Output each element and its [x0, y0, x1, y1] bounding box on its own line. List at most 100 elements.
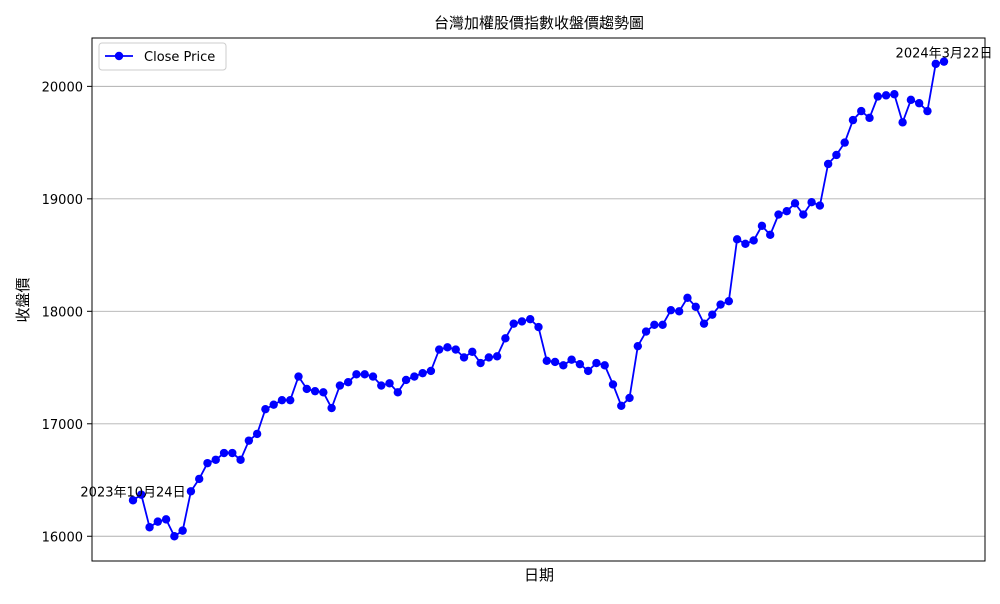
data-point [286, 395, 295, 405]
data-point [600, 361, 609, 370]
data-point [857, 106, 866, 116]
data-point [178, 526, 187, 535]
data-point [542, 356, 551, 365]
data-point [236, 455, 245, 464]
plot-area-frame [91, 37, 986, 562]
data-point [732, 235, 742, 244]
data-point [203, 458, 212, 468]
data-point [294, 372, 303, 381]
legend-box [98, 42, 227, 71]
data-point [592, 358, 601, 368]
data-point [774, 210, 783, 219]
data-point [484, 353, 494, 362]
point-annotation: 2024年3月22日 [896, 47, 993, 62]
data-point [459, 353, 469, 362]
y-tick-label: 19000 [42, 193, 83, 208]
data-point [526, 314, 535, 324]
y-axis-ticks: 16000 17000 18000 19000 20000 [42, 80, 92, 545]
y-tick-label: 17000 [42, 418, 83, 433]
data-point [914, 99, 924, 108]
data-point [343, 377, 353, 387]
data-point [699, 319, 709, 328]
data-point [832, 150, 841, 160]
data-point [617, 401, 626, 410]
data-point [137, 490, 146, 499]
data-point [211, 455, 220, 464]
data-point [807, 198, 816, 207]
data-point [823, 159, 833, 169]
y-tick-label: 18000 [42, 305, 83, 320]
data-point [195, 474, 204, 484]
data-point [923, 106, 932, 116]
data-point [633, 341, 643, 351]
data-point [426, 366, 436, 376]
data-point [277, 395, 287, 405]
data-point [368, 372, 378, 381]
data-point [939, 57, 949, 66]
data-point [873, 92, 882, 101]
data-point [840, 138, 849, 147]
data-point [401, 375, 411, 385]
data-point [517, 317, 527, 326]
data-point [451, 345, 460, 354]
data-point [906, 95, 916, 105]
data-point [641, 327, 651, 336]
data-point [501, 334, 510, 343]
data-point [741, 239, 750, 249]
data-point [890, 90, 899, 99]
series-close-price [128, 57, 949, 541]
data-point [153, 517, 163, 526]
data-point [848, 115, 858, 125]
y-tick-label: 16000 [42, 530, 83, 545]
data-point [468, 347, 477, 356]
data-point [443, 343, 452, 352]
data-point [145, 523, 154, 532]
data-point [310, 386, 320, 396]
data-point [757, 221, 767, 231]
data-point [410, 372, 419, 381]
data-point [302, 384, 311, 394]
legend: Close Price [98, 42, 227, 71]
data-point [567, 355, 576, 364]
data-point [583, 366, 593, 376]
data-point [252, 429, 262, 439]
data-point [219, 448, 229, 458]
data-point [476, 358, 485, 368]
chart-title: 台灣加權股價指數收盤價趨勢圖 [434, 14, 644, 32]
data-point [418, 368, 427, 378]
data-point [434, 345, 444, 354]
data-point [550, 357, 560, 367]
x-axis-label: 日期 [524, 566, 554, 584]
data-point [393, 388, 403, 397]
data-point [931, 59, 940, 69]
data-point [161, 515, 171, 524]
y-tick-label: 20000 [42, 80, 83, 95]
data-point [666, 305, 676, 315]
data-point [865, 113, 874, 123]
legend-point-marker [114, 51, 124, 61]
series-line [132, 60, 945, 538]
data-point [269, 400, 278, 409]
data-point [170, 532, 179, 541]
data-point [385, 379, 394, 388]
data-point [128, 496, 138, 505]
data-point [608, 380, 618, 389]
data-point [559, 361, 568, 370]
data-point [674, 307, 684, 316]
data-point [724, 296, 734, 306]
data-point [898, 118, 907, 127]
data-point [186, 487, 196, 496]
data-point [881, 91, 891, 100]
data-point [799, 210, 808, 219]
data-point [708, 310, 717, 319]
y-gridlines [92, 85, 985, 537]
data-point [575, 359, 585, 369]
data-point [683, 293, 692, 303]
data-point [335, 381, 345, 390]
data-point [327, 403, 336, 413]
legend-label: Close Price [144, 50, 215, 65]
data-point [650, 320, 659, 330]
data-point [352, 370, 361, 379]
data-point [492, 352, 502, 361]
